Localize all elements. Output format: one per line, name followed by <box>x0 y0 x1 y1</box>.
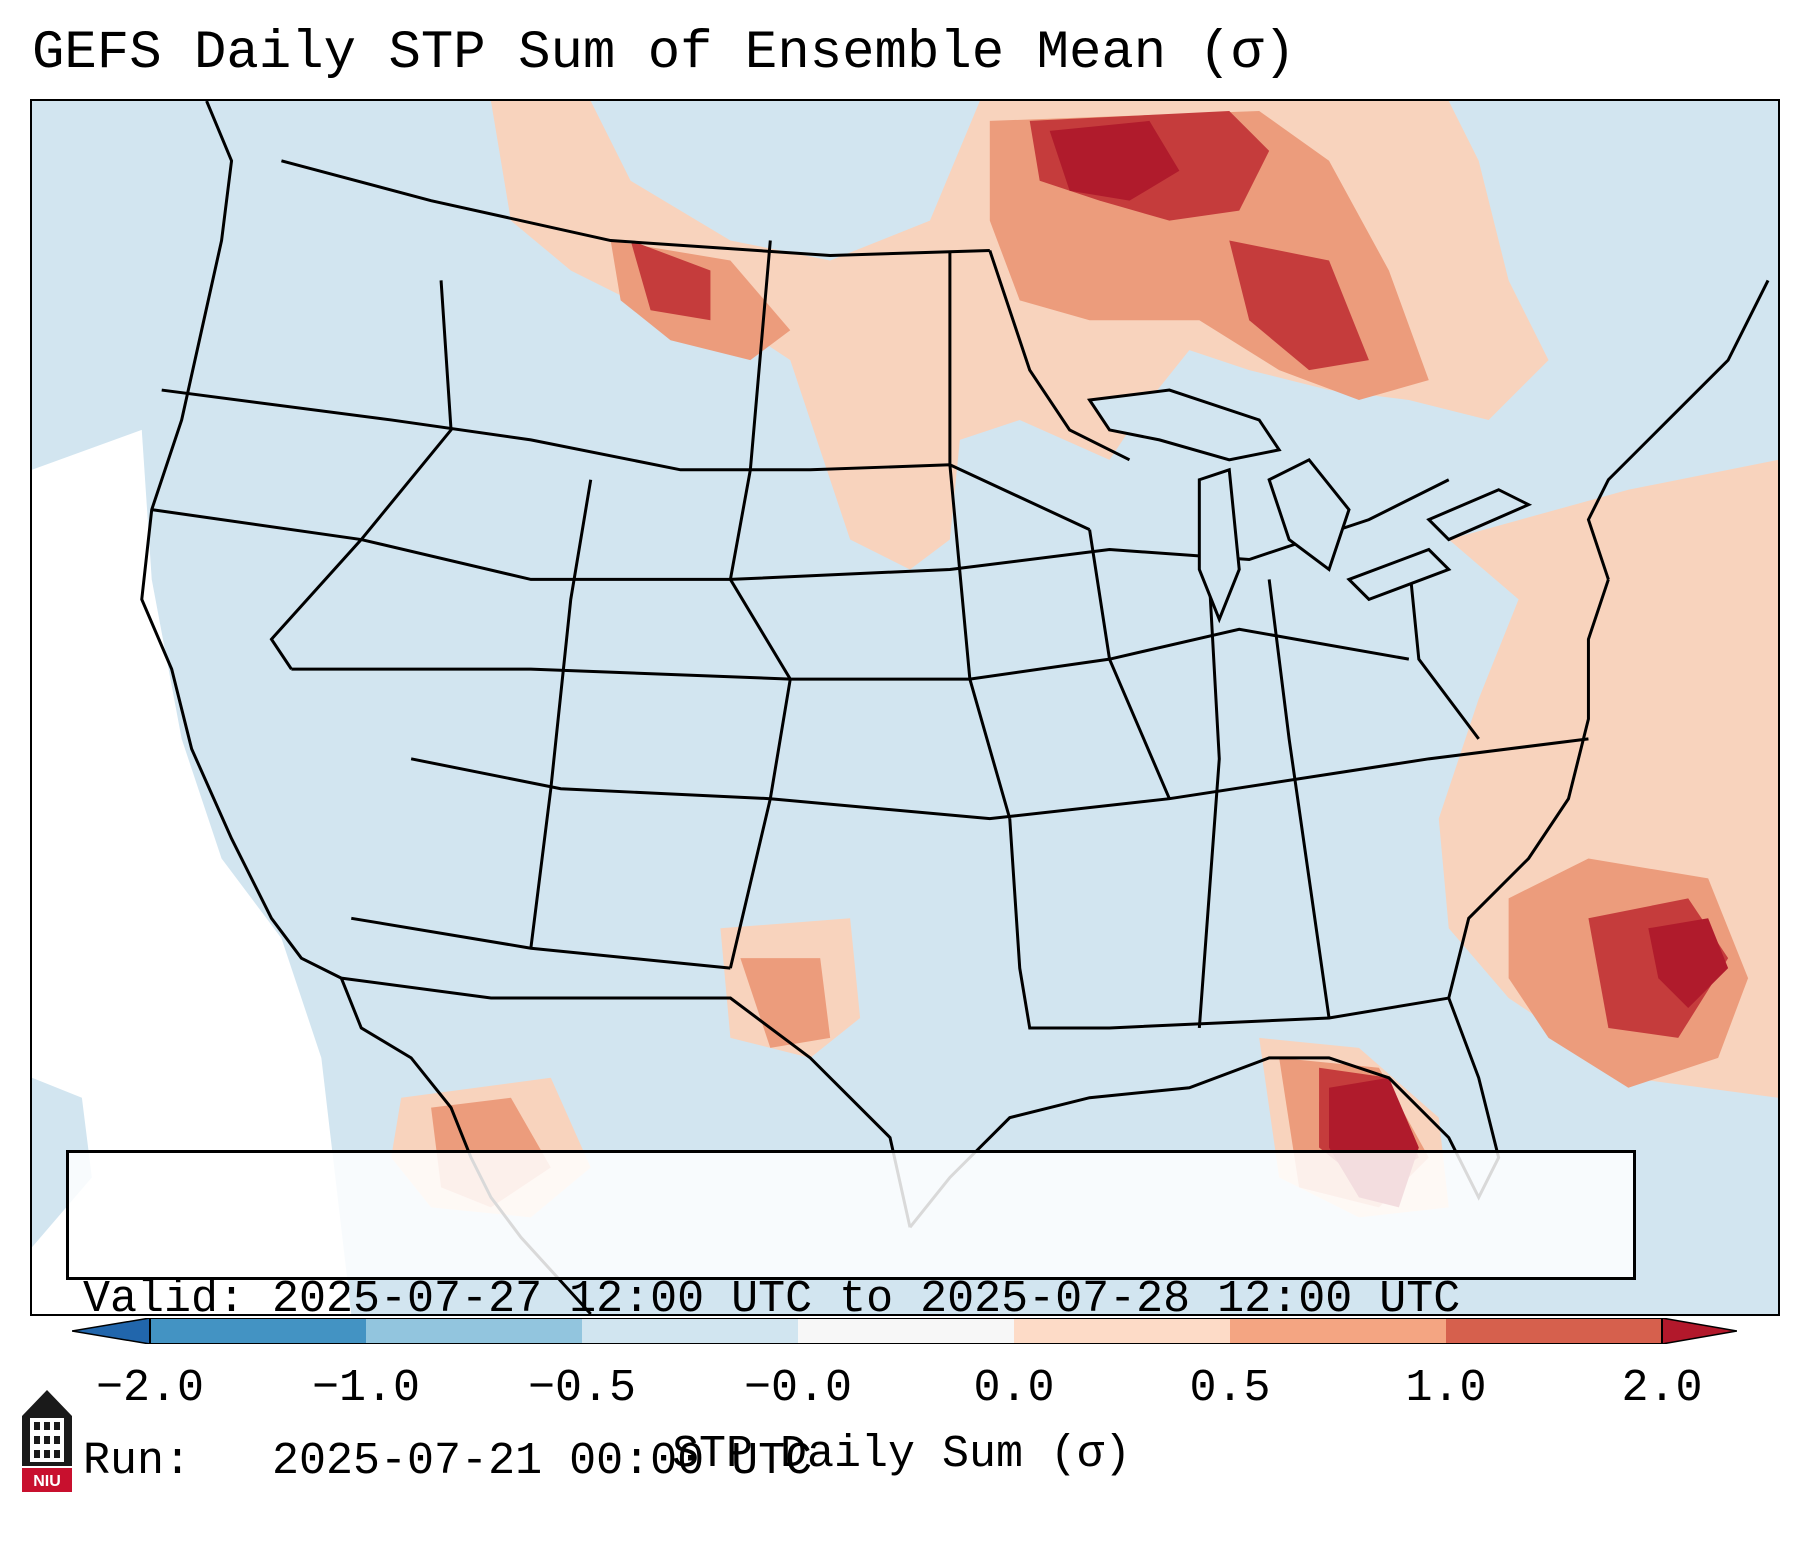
colorbar-bin-5 <box>1014 1318 1230 1344</box>
colorbar-bin-7 <box>1446 1318 1662 1344</box>
colorbar-tick-label: 2.0 <box>1621 1363 1703 1414</box>
map-panel[interactable] <box>30 99 1780 1316</box>
pacific-missing-region <box>32 429 352 1314</box>
run-time-text: Run: 2025-07-21 00:00 UTC <box>83 1436 813 1487</box>
map-title: GEFS Daily STP Sum of Ensemble Mean (σ) <box>32 23 1296 84</box>
colorbar-extend-low <box>72 1318 151 1344</box>
colorbar-tick-label: 0.0 <box>973 1363 1055 1414</box>
colorbar-bin-4 <box>798 1318 1014 1344</box>
colorbar-tick-label: 1.0 <box>1405 1363 1487 1414</box>
colorbar-bin-1 <box>150 1318 366 1344</box>
colorbar-bin-3 <box>582 1318 798 1344</box>
logo-text: NIU <box>33 1473 61 1490</box>
map-canvas <box>32 101 1778 1314</box>
colorbar-tick-label: −0.5 <box>527 1363 637 1414</box>
colorbar-tick-label: −0.0 <box>743 1363 853 1414</box>
colorbar-tick-label: 0.5 <box>1189 1363 1271 1414</box>
niu-logo: NIU <box>22 1390 72 1492</box>
valid-time-box: Valid: 2025-07-27 12:00 UTC to 2025-07-2… <box>66 1150 1636 1487</box>
colorbar <box>72 1318 1737 1344</box>
great-lakes <box>1086 388 1533 624</box>
colorbar-bin-6 <box>1230 1318 1446 1344</box>
colorbar-bin-2 <box>366 1318 582 1344</box>
colorbar-label: STP Daily Sum (σ) <box>671 1429 1132 1480</box>
colorbar-tick-label: −1.0 <box>311 1363 421 1414</box>
valid-time-text: Valid: 2025-07-27 12:00 UTC to 2025-07-2… <box>83 1274 1461 1325</box>
colorbar-extend-high <box>1661 1318 1737 1344</box>
colorbar-tick-label: −2.0 <box>95 1363 205 1414</box>
